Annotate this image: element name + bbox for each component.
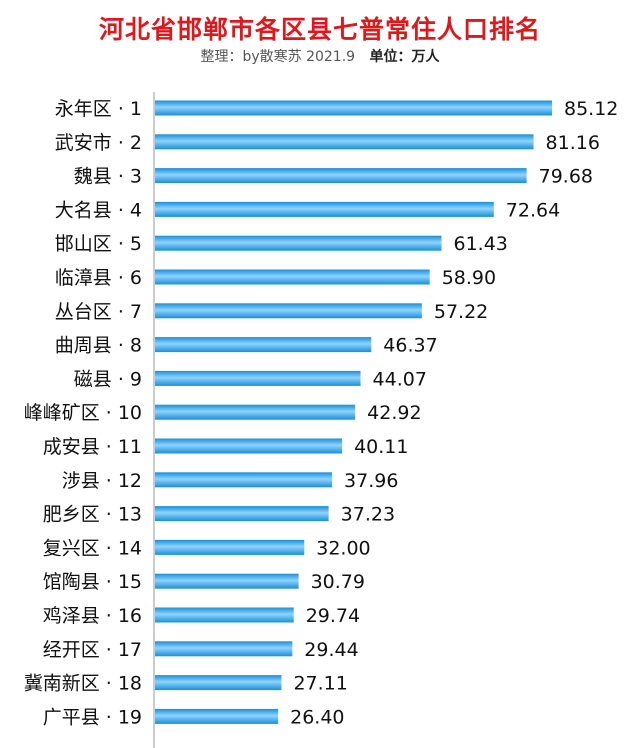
value-label: 37.23 xyxy=(341,504,395,526)
value-label: 72.64 xyxy=(506,199,560,221)
category-label: 馆陶县 · 15 xyxy=(43,571,142,593)
bar xyxy=(155,641,293,657)
category-label: 广平县 · 19 xyxy=(43,706,142,728)
category-label: 临漳县 · 6 xyxy=(55,267,142,289)
value-label: 30.79 xyxy=(311,571,365,593)
bar-row: 邯山区 · 5 61.43 xyxy=(55,233,508,255)
credit-text: 整理：by散寒苏 2021.9 xyxy=(200,49,356,65)
value-label: 79.68 xyxy=(539,166,593,188)
category-label: 永年区 · 1 xyxy=(55,98,142,120)
bar-row: 永年区 · 1 85.12 xyxy=(55,98,619,120)
value-label: 26.40 xyxy=(290,706,344,728)
bar xyxy=(155,607,294,623)
value-label: 81.16 xyxy=(546,132,600,154)
bar-row: 成安县 · 11 40.11 xyxy=(43,436,409,458)
unit-text: 单位：万人 xyxy=(369,49,440,65)
bar xyxy=(155,269,430,285)
bar xyxy=(155,337,372,353)
value-label: 40.11 xyxy=(354,436,408,458)
category-label: 大名县 · 4 xyxy=(55,199,142,221)
chart-subtitle: 整理：by散寒苏 2021.9 单位：万人 xyxy=(0,46,640,66)
category-label: 经开区 · 17 xyxy=(43,639,142,661)
value-label: 61.43 xyxy=(454,233,508,255)
value-label: 27.11 xyxy=(293,673,347,695)
value-label: 57.22 xyxy=(434,301,488,323)
bar xyxy=(155,235,442,251)
bar-row: 涉县 · 12 37.96 xyxy=(62,470,399,492)
bar xyxy=(155,472,333,488)
value-label: 46.37 xyxy=(383,335,437,357)
category-label: 磁县 · 9 xyxy=(74,368,142,390)
category-label: 成安县 · 11 xyxy=(43,436,142,458)
bar-row: 鸡泽县 · 16 29.74 xyxy=(43,605,360,627)
bar-row: 曲周县 · 8 46.37 xyxy=(55,335,438,357)
category-label: 丛台区 · 7 xyxy=(55,301,142,323)
category-label: 曲周县 · 8 xyxy=(55,335,142,357)
value-label: 85.12 xyxy=(564,98,618,120)
bar-row: 磁县 · 9 44.07 xyxy=(74,368,427,390)
category-label: 肥乡区 · 13 xyxy=(43,504,142,526)
bar xyxy=(155,168,527,184)
value-label: 58.90 xyxy=(442,267,496,289)
chart-title: 河北省邯郸市各区县七普常住人口排名 xyxy=(98,15,541,44)
bars-group: 永年区 · 1 85.12 武安市 · 2 81.16 魏县 · 3 79.68 大名县 ·… xyxy=(24,98,619,728)
category-label: 冀南新区 · 18 xyxy=(24,673,142,695)
category-label: 峰峰矿区 · 10 xyxy=(24,402,142,424)
bar xyxy=(155,370,361,386)
bar xyxy=(155,708,279,724)
bar-row: 冀南新区 · 18 27.11 xyxy=(24,673,348,695)
bar xyxy=(155,100,552,116)
bar-row: 临漳县 · 6 58.90 xyxy=(55,267,496,289)
value-label: 29.44 xyxy=(304,639,358,661)
category-label: 武安市 · 2 xyxy=(55,132,142,154)
category-label: 鸡泽县 · 16 xyxy=(43,605,142,627)
bar-row: 丛台区 · 7 57.22 xyxy=(55,301,488,323)
bar xyxy=(155,201,494,217)
bar-row: 经开区 · 17 29.44 xyxy=(43,639,359,661)
bar xyxy=(155,438,343,454)
value-label: 42.92 xyxy=(367,402,421,424)
value-label: 32.00 xyxy=(316,537,370,559)
value-label: 29.74 xyxy=(306,605,360,627)
bar xyxy=(155,539,305,555)
category-label: 复兴区 · 14 xyxy=(43,537,142,559)
bar xyxy=(155,303,422,319)
bar-row: 广平县 · 19 26.40 xyxy=(43,706,345,728)
category-label: 涉县 · 12 xyxy=(62,470,142,492)
bar xyxy=(155,675,282,691)
bar-row: 肥乡区 · 13 37.23 xyxy=(43,504,395,526)
category-label: 魏县 · 3 xyxy=(74,166,142,188)
bar-row: 复兴区 · 14 32.00 xyxy=(43,537,371,559)
value-label: 44.07 xyxy=(373,368,427,390)
bar-row: 大名县 · 4 72.64 xyxy=(55,199,560,221)
bar-row: 峰峰矿区 · 10 42.92 xyxy=(24,402,422,424)
bar xyxy=(155,573,299,589)
bar xyxy=(155,404,356,420)
category-label: 邯山区 · 5 xyxy=(55,233,142,255)
bar-row: 馆陶县 · 15 30.79 xyxy=(43,571,365,593)
bar xyxy=(155,506,329,522)
bar xyxy=(155,134,534,150)
bar-row: 武安市 · 2 81.16 xyxy=(55,132,600,154)
value-label: 37.96 xyxy=(344,470,398,492)
bar-row: 魏县 · 3 79.68 xyxy=(74,166,593,188)
